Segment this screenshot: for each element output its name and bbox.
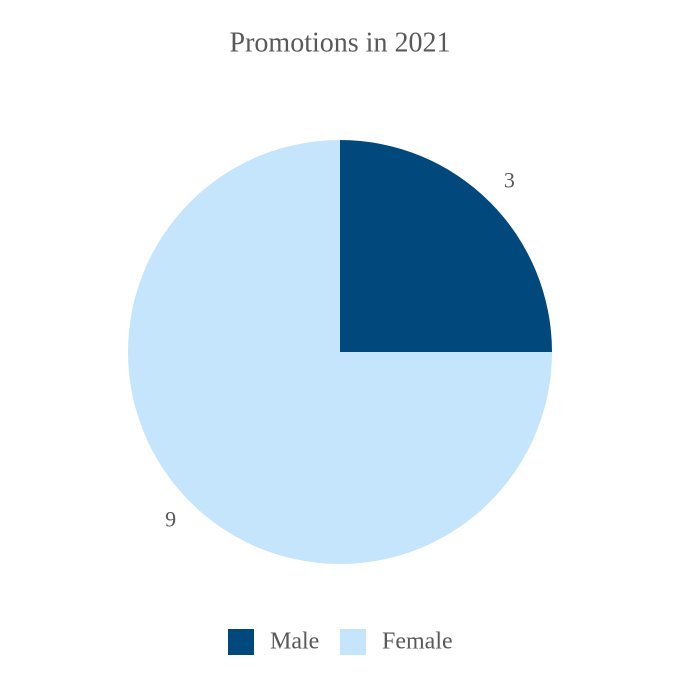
legend-swatch [228,629,254,655]
data-label: 9 [165,506,176,531]
legend-label: Female [382,629,453,655]
chart-title: Promotions in 2021 [230,27,451,58]
data-label: 3 [504,168,515,193]
pie-slice [128,140,552,564]
legend-swatch [340,629,366,655]
pie-slice [340,140,552,352]
legend-label: Male [270,629,319,655]
